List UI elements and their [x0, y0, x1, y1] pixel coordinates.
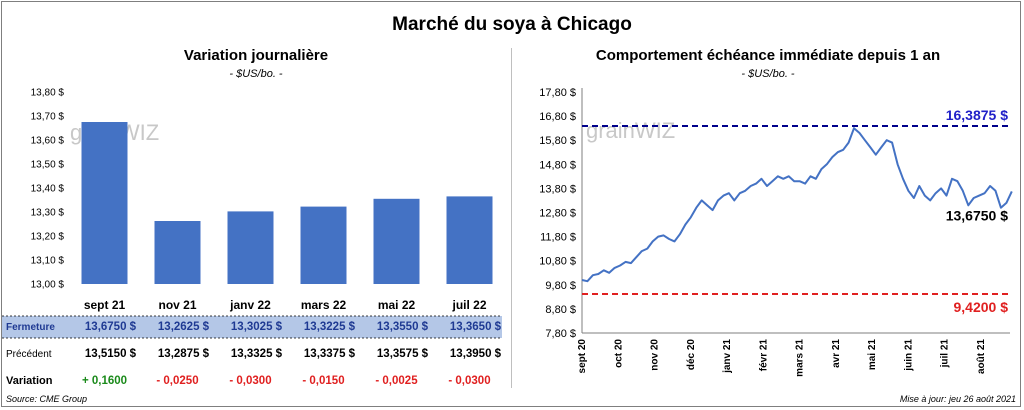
table-cell: - 0,0150 — [302, 375, 344, 387]
table-cell: 13,3025 $ — [231, 321, 283, 333]
table-row-label: Variation — [6, 375, 53, 387]
panel-divider — [511, 48, 512, 388]
x-tick-label: mai 21 — [867, 339, 878, 371]
y-tick-label: 14,80 $ — [539, 159, 576, 171]
x-tick-label: mars 21 — [795, 339, 806, 377]
table-cell: 13,3325 $ — [231, 348, 283, 360]
table-cell: 13,3575 $ — [377, 348, 429, 360]
x-tick-label: oct 20 — [613, 339, 624, 368]
page-title: Marché du soya à Chicago — [392, 14, 632, 35]
bar — [81, 122, 128, 284]
high-label: 16,3875 $ — [946, 107, 1008, 123]
last-value-label: 13,6750 $ — [946, 207, 1008, 223]
y-tick-label: 9,80 $ — [545, 280, 576, 292]
table-row-label: Précédent — [6, 349, 52, 360]
y-tick-label: 13,60 $ — [31, 136, 65, 147]
y-tick-label: 10,80 $ — [539, 256, 576, 268]
y-tick-label: 13,50 $ — [31, 160, 65, 171]
table-cell: 13,6750 $ — [85, 321, 137, 333]
y-tick-label: 13,20 $ — [31, 232, 65, 243]
y-tick-label: 8,80 $ — [545, 304, 576, 316]
y-tick-label: 11,80 $ — [540, 232, 576, 244]
category-label: nov 21 — [158, 298, 196, 312]
x-tick-label: avr 21 — [831, 339, 842, 368]
x-tick-label: août 21 — [976, 339, 987, 374]
y-tick-label: 13,10 $ — [31, 256, 65, 267]
table-cell: 13,3375 $ — [304, 348, 356, 360]
category-label: mars 22 — [301, 298, 347, 312]
table-cell: - 0,0300 — [448, 375, 490, 387]
table-cell: 13,3550 $ — [377, 321, 429, 333]
table-cell: 13,2625 $ — [158, 321, 210, 333]
x-tick-label: janv 21 — [722, 339, 733, 374]
bar-chart-title: Variation journalière — [183, 47, 329, 64]
bar — [227, 211, 274, 284]
bar — [154, 221, 201, 284]
category-label: janv 22 — [229, 298, 271, 312]
line-chart-unit: - $US/bo. - — [741, 68, 795, 80]
y-tick-label: 13,40 $ — [31, 184, 65, 195]
table-cell: + 0,1600 — [82, 375, 127, 387]
table-cell: 13,3650 $ — [450, 321, 502, 333]
category-label: juil 22 — [451, 298, 486, 312]
price-line — [581, 127, 1013, 283]
table-row-label: Fermeture — [6, 322, 55, 333]
line-chart: grainWIZ 7,80 $ 8,80 $ 9,80 $ 10,80 $ 11,80 $… — [539, 87, 1013, 377]
x-tick-label: déc 20 — [686, 339, 697, 371]
low-label: 9,4200 $ — [954, 299, 1009, 315]
table-cell: 13,5150 $ — [85, 348, 137, 360]
bar — [373, 198, 420, 284]
y-tick-label: 15,80 $ — [539, 135, 576, 147]
y-tick-label: 13,00 $ — [31, 280, 65, 291]
line-chart-title: Comportement échéance immédiate depuis 1… — [595, 47, 941, 64]
bar — [446, 196, 493, 284]
table-cell: 13,2875 $ — [158, 348, 210, 360]
bar-chart: grainWIZ13,00 $13,10 $13,20 $13,30 $13,4… — [2, 88, 502, 387]
x-tick-label: févr 21 — [758, 339, 769, 372]
x-tick-label: juin 21 — [903, 339, 914, 372]
y-tick-label: 16,80 $ — [539, 111, 576, 123]
y-tick-label: 13,80 $ — [539, 183, 576, 195]
y-tick-label: 12,80 $ — [539, 208, 576, 220]
bar-chart-unit: - $US/bo. - — [229, 68, 283, 80]
category-label: sept 21 — [84, 298, 126, 312]
table-row-highlight — [2, 316, 502, 338]
y-tick-label: 13,70 $ — [31, 112, 65, 123]
bar — [300, 206, 347, 284]
x-tick-label: sept 20 — [577, 339, 588, 374]
table-cell: - 0,0025 — [375, 375, 418, 387]
update-note: Mise à jour: jeu 26 août 2021 — [899, 394, 1016, 404]
y-tick-label: 13,30 $ — [31, 208, 65, 219]
table-cell: - 0,0300 — [229, 375, 271, 387]
watermark: grainWIZ — [586, 118, 675, 143]
source-note: Source: CME Group — [6, 394, 88, 404]
category-label: mai 22 — [378, 298, 416, 312]
y-tick-label: 17,80 $ — [539, 87, 576, 99]
y-tick-label: 13,80 $ — [31, 88, 65, 99]
x-tick-label: juil 21 — [940, 339, 951, 369]
x-tick-label: nov 20 — [650, 339, 661, 371]
table-cell: 13,3950 $ — [450, 348, 502, 360]
table-cell: - 0,0250 — [156, 375, 198, 387]
y-tick-label: 7,80 $ — [545, 328, 576, 340]
table-cell: 13,3225 $ — [304, 321, 356, 333]
